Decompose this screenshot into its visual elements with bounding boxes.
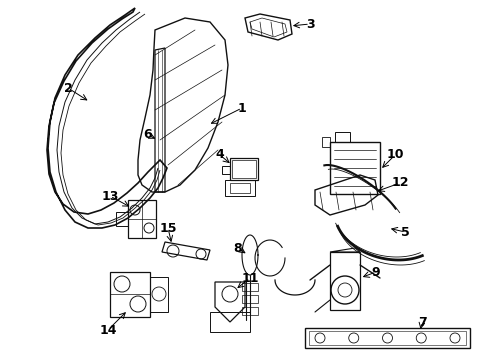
Text: 13: 13: [101, 189, 119, 202]
Text: 7: 7: [417, 315, 426, 328]
Text: 11: 11: [241, 271, 259, 284]
Text: 8: 8: [234, 242, 243, 255]
Text: 3: 3: [306, 18, 314, 31]
Text: 9: 9: [372, 266, 380, 279]
Text: 5: 5: [401, 225, 409, 238]
Text: 1: 1: [238, 102, 246, 114]
Text: 15: 15: [159, 221, 177, 234]
Text: 2: 2: [64, 81, 73, 94]
Text: 6: 6: [144, 129, 152, 141]
Text: 14: 14: [99, 324, 117, 337]
Text: 4: 4: [216, 148, 224, 162]
Text: 10: 10: [386, 148, 404, 162]
Text: 12: 12: [391, 176, 409, 189]
